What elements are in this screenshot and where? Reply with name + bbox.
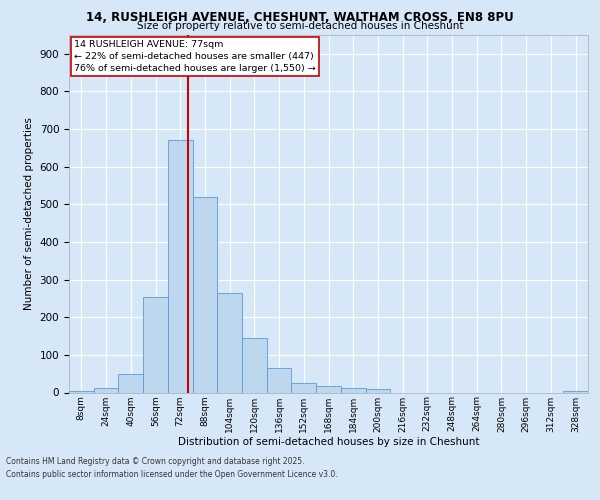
- Bar: [292, 383, 316, 392]
- Bar: [365, 388, 390, 392]
- Bar: [217, 293, 242, 392]
- Bar: [69, 390, 94, 392]
- Text: Size of property relative to semi-detached houses in Cheshunt: Size of property relative to semi-detach…: [137, 21, 463, 31]
- Text: 14, RUSHLEIGH AVENUE, CHESHUNT, WALTHAM CROSS, EN8 8PU: 14, RUSHLEIGH AVENUE, CHESHUNT, WALTHAM …: [86, 11, 514, 24]
- Text: 14 RUSHLEIGH AVENUE: 77sqm
← 22% of semi-detached houses are smaller (447)
76% o: 14 RUSHLEIGH AVENUE: 77sqm ← 22% of semi…: [74, 40, 316, 73]
- Text: Contains HM Land Registry data © Crown copyright and database right 2025.: Contains HM Land Registry data © Crown c…: [6, 458, 305, 466]
- Bar: [341, 388, 365, 392]
- Bar: [316, 386, 341, 392]
- Bar: [267, 368, 292, 392]
- Bar: [94, 388, 118, 392]
- Bar: [193, 197, 217, 392]
- Bar: [242, 338, 267, 392]
- Bar: [168, 140, 193, 392]
- X-axis label: Distribution of semi-detached houses by size in Cheshunt: Distribution of semi-detached houses by …: [178, 437, 479, 447]
- Y-axis label: Number of semi-detached properties: Number of semi-detached properties: [24, 118, 34, 310]
- Bar: [143, 296, 168, 392]
- Bar: [118, 374, 143, 392]
- Text: Contains public sector information licensed under the Open Government Licence v3: Contains public sector information licen…: [6, 470, 338, 479]
